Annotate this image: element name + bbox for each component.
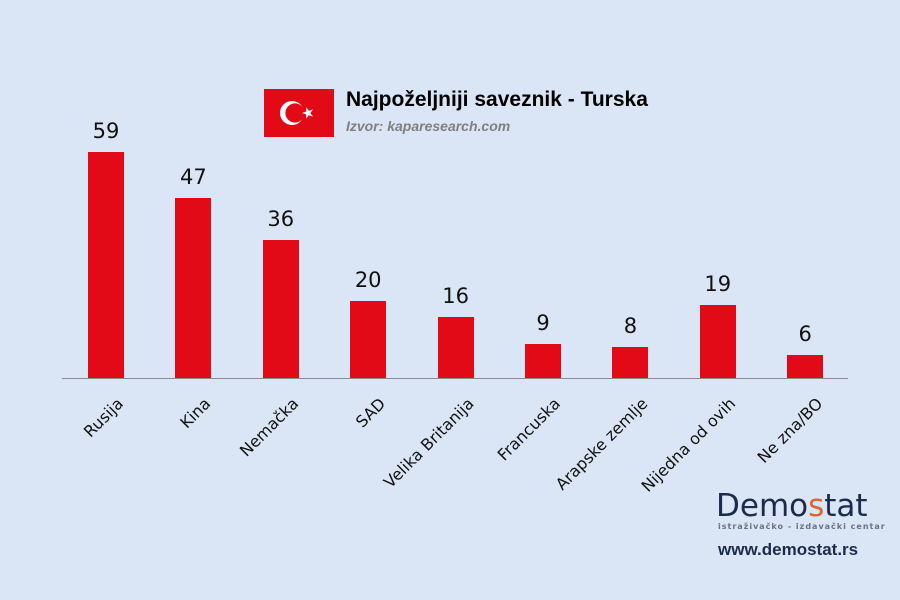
category-label: Nijedna od ovih	[637, 394, 739, 496]
bar-value-label: 6	[798, 322, 812, 347]
bar	[525, 343, 561, 378]
bar-value-label: 36	[267, 207, 295, 232]
bar	[699, 305, 736, 378]
website-link[interactable]: www.demostat.rs	[718, 540, 859, 559]
category-label: Arapske zemlje	[552, 394, 652, 494]
bar	[88, 152, 124, 378]
bar	[612, 347, 649, 378]
chart-title: Najpoželjniji saveznik - Turska	[346, 88, 648, 111]
bar-value-label: 47	[180, 164, 207, 189]
bar-value-label: 9	[536, 310, 550, 335]
bar-value-label: 16	[442, 283, 469, 308]
bar	[787, 355, 824, 378]
x-axis-line	[62, 378, 848, 379]
bar-value-label: 20	[354, 268, 382, 293]
chart-source: Izvor: kaparesearch.com	[346, 118, 511, 134]
logo-accent: s	[808, 488, 825, 524]
category-label: Francuska	[493, 394, 565, 465]
category-label: Velika Britanija	[379, 394, 478, 492]
bar	[262, 240, 299, 378]
category-label: SAD	[352, 394, 390, 432]
category-label: Ne zna/BO	[753, 394, 827, 467]
bar-value-label: 19	[704, 272, 732, 297]
category-label: Kina	[176, 394, 215, 433]
bar	[350, 301, 387, 378]
bar	[175, 197, 212, 378]
logo-text: Demo	[716, 488, 809, 524]
bar-value-label: 8	[623, 314, 638, 339]
bar-value-label: 59	[92, 119, 120, 143]
category-label: Rusija	[79, 394, 128, 442]
logo-text-suffix: tat	[824, 488, 868, 524]
category-label: Nemačka	[235, 394, 303, 461]
demostat-logo: Demostat istraživačko - izdavački centar	[716, 490, 886, 531]
logo-tagline: istraživačko - izdavački centar	[718, 522, 886, 531]
bar	[437, 316, 474, 378]
turkey-flag-icon	[264, 89, 334, 137]
